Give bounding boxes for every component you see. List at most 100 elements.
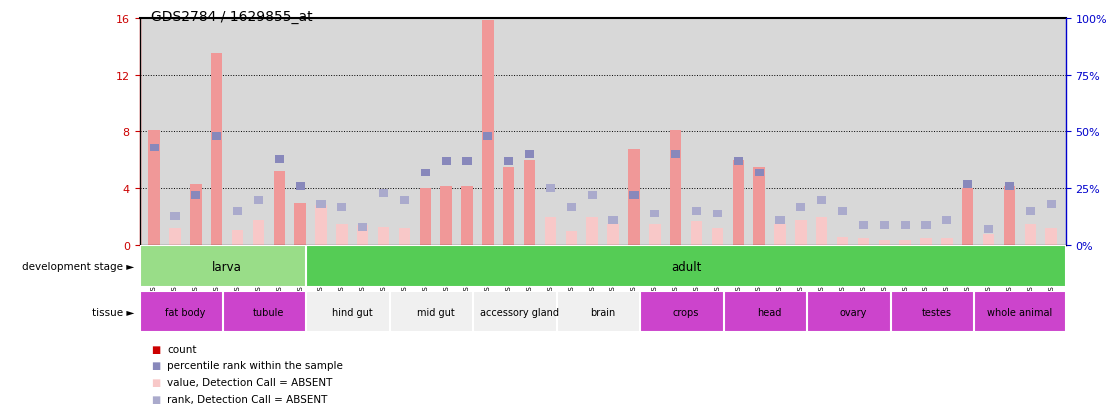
- Bar: [942, 217, 952, 225]
- Bar: [441, 186, 452, 246]
- Bar: [891, 291, 982, 332]
- Bar: [296, 183, 305, 190]
- Bar: [858, 239, 869, 246]
- Bar: [1047, 201, 1056, 209]
- Bar: [140, 291, 231, 332]
- Bar: [733, 158, 743, 166]
- Bar: [462, 158, 472, 166]
- Bar: [557, 291, 648, 332]
- Bar: [171, 212, 180, 220]
- Bar: [796, 203, 806, 211]
- Bar: [629, 192, 638, 199]
- Bar: [671, 151, 681, 159]
- Text: fat body: fat body: [165, 307, 205, 317]
- Bar: [252, 220, 264, 246]
- Bar: [545, 217, 556, 246]
- Bar: [691, 222, 702, 246]
- Bar: [566, 232, 577, 246]
- Text: accessory gland: accessory gland: [480, 307, 559, 317]
- Bar: [504, 158, 513, 166]
- Text: value, Detection Call = ABSENT: value, Detection Call = ABSENT: [167, 377, 333, 387]
- Bar: [389, 291, 482, 332]
- Bar: [150, 144, 158, 152]
- Bar: [295, 203, 306, 246]
- Bar: [983, 235, 994, 246]
- Text: ovary: ovary: [839, 307, 867, 317]
- Text: adult: adult: [671, 260, 701, 273]
- Text: head: head: [758, 307, 781, 317]
- Bar: [190, 185, 202, 246]
- Bar: [587, 217, 598, 246]
- Text: count: count: [167, 344, 196, 354]
- Text: larva: larva: [212, 260, 242, 273]
- Bar: [232, 230, 243, 246]
- Bar: [546, 185, 555, 193]
- Text: ■: ■: [151, 361, 160, 370]
- Bar: [1046, 229, 1057, 246]
- Bar: [776, 217, 785, 225]
- Bar: [816, 217, 827, 246]
- Text: ■: ■: [151, 394, 160, 404]
- Bar: [191, 192, 201, 199]
- Bar: [984, 226, 993, 234]
- Bar: [170, 229, 181, 246]
- Bar: [878, 240, 891, 246]
- Bar: [358, 224, 367, 231]
- Bar: [398, 229, 411, 246]
- Text: brain: brain: [590, 307, 615, 317]
- Bar: [817, 197, 826, 204]
- Bar: [1024, 224, 1036, 246]
- Bar: [357, 226, 368, 246]
- Bar: [421, 169, 430, 177]
- Bar: [922, 221, 931, 229]
- Bar: [941, 239, 953, 246]
- Bar: [378, 227, 389, 246]
- Bar: [1004, 183, 1014, 190]
- Bar: [807, 291, 898, 332]
- Bar: [1003, 186, 1016, 246]
- Bar: [754, 169, 763, 177]
- Bar: [400, 197, 410, 204]
- Bar: [148, 131, 160, 246]
- Bar: [962, 189, 973, 246]
- Bar: [628, 149, 639, 246]
- Bar: [307, 291, 398, 332]
- Bar: [379, 190, 388, 197]
- Bar: [337, 203, 346, 211]
- Bar: [317, 201, 326, 209]
- Bar: [650, 224, 661, 246]
- Text: testes: testes: [922, 307, 952, 317]
- Bar: [732, 161, 744, 246]
- Text: crops: crops: [673, 307, 700, 317]
- Text: rank, Detection Call = ABSENT: rank, Detection Call = ABSENT: [167, 394, 328, 404]
- Text: mid gut: mid gut: [417, 307, 454, 317]
- Bar: [795, 220, 807, 246]
- Text: whole animal: whole animal: [988, 307, 1052, 317]
- Bar: [503, 168, 514, 246]
- Bar: [859, 221, 868, 229]
- Bar: [753, 168, 764, 246]
- Text: ■: ■: [151, 377, 160, 387]
- Bar: [837, 237, 848, 246]
- Bar: [212, 133, 221, 140]
- Bar: [713, 210, 722, 218]
- Bar: [461, 186, 473, 246]
- Text: ■: ■: [151, 344, 160, 354]
- Bar: [523, 161, 536, 246]
- Bar: [223, 291, 315, 332]
- Bar: [1026, 208, 1035, 216]
- Bar: [974, 291, 1066, 332]
- Bar: [670, 131, 682, 246]
- Bar: [901, 221, 910, 229]
- Bar: [336, 224, 347, 246]
- Bar: [140, 246, 315, 287]
- Text: percentile rank within the sample: percentile rank within the sample: [167, 361, 344, 370]
- Bar: [567, 203, 576, 211]
- Bar: [273, 172, 285, 246]
- Text: development stage ►: development stage ►: [21, 261, 134, 271]
- Text: tubule: tubule: [253, 307, 285, 317]
- Bar: [607, 224, 618, 246]
- Bar: [420, 189, 431, 246]
- Bar: [482, 21, 493, 246]
- Text: tissue ►: tissue ►: [92, 307, 134, 317]
